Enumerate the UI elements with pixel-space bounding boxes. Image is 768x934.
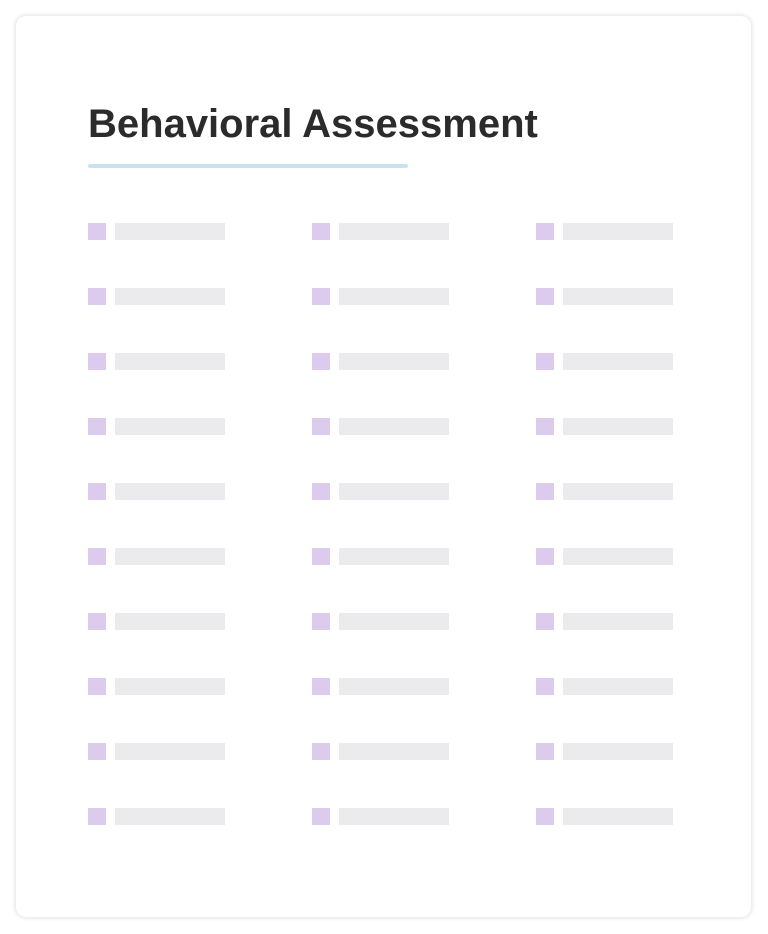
- checkbox[interactable]: [536, 808, 554, 825]
- checkbox[interactable]: [88, 418, 106, 435]
- placeholder-text-bar: [339, 678, 449, 695]
- placeholder-text-bar: [115, 678, 225, 695]
- placeholder-text-bar: [339, 223, 449, 240]
- checkbox[interactable]: [88, 548, 106, 565]
- checkbox[interactable]: [88, 288, 106, 305]
- checkbox[interactable]: [536, 548, 554, 565]
- checkbox[interactable]: [312, 483, 330, 500]
- placeholder-text-bar: [563, 548, 673, 565]
- checkbox[interactable]: [536, 353, 554, 370]
- placeholder-text-bar: [115, 743, 225, 760]
- checkbox[interactable]: [536, 743, 554, 760]
- checkbox[interactable]: [312, 223, 330, 240]
- checkbox[interactable]: [312, 548, 330, 565]
- checkbox[interactable]: [312, 418, 330, 435]
- checkbox[interactable]: [312, 288, 330, 305]
- checkbox[interactable]: [312, 808, 330, 825]
- placeholder-text-bar: [339, 613, 449, 630]
- placeholder-text-bar: [339, 288, 449, 305]
- checkbox[interactable]: [312, 353, 330, 370]
- checkbox[interactable]: [88, 353, 106, 370]
- checkbox[interactable]: [536, 678, 554, 695]
- placeholder-text-bar: [339, 483, 449, 500]
- checkbox[interactable]: [88, 808, 106, 825]
- placeholder-text-bar: [115, 223, 225, 240]
- placeholder-text-bar: [115, 808, 225, 825]
- placeholder-text-bar: [563, 418, 673, 435]
- placeholder-text-bar: [563, 288, 673, 305]
- checkbox[interactable]: [312, 613, 330, 630]
- placeholder-text-bar: [563, 353, 673, 370]
- assessment-card: [16, 16, 751, 917]
- placeholder-text-bar: [339, 418, 449, 435]
- checkbox[interactable]: [536, 483, 554, 500]
- checkbox[interactable]: [536, 613, 554, 630]
- placeholder-text-bar: [563, 613, 673, 630]
- placeholder-text-bar: [339, 548, 449, 565]
- placeholder-text-bar: [115, 288, 225, 305]
- title-underline: [88, 164, 408, 168]
- placeholder-text-bar: [339, 808, 449, 825]
- placeholder-text-bar: [115, 613, 225, 630]
- placeholder-text-bar: [115, 483, 225, 500]
- placeholder-text-bar: [563, 743, 673, 760]
- checkbox[interactable]: [88, 613, 106, 630]
- checkbox[interactable]: [312, 743, 330, 760]
- checkbox[interactable]: [312, 678, 330, 695]
- checkbox[interactable]: [88, 678, 106, 695]
- placeholder-text-bar: [563, 483, 673, 500]
- checkbox[interactable]: [536, 418, 554, 435]
- placeholder-text-bar: [563, 678, 673, 695]
- checkbox[interactable]: [88, 223, 106, 240]
- placeholder-text-bar: [115, 353, 225, 370]
- placeholder-text-bar: [563, 223, 673, 240]
- checkbox[interactable]: [536, 288, 554, 305]
- page-title: Behavioral Assessment: [88, 102, 538, 146]
- checkbox[interactable]: [536, 223, 554, 240]
- placeholder-text-bar: [115, 418, 225, 435]
- placeholder-text-bar: [115, 548, 225, 565]
- checkbox[interactable]: [88, 483, 106, 500]
- placeholder-text-bar: [339, 743, 449, 760]
- placeholder-text-bar: [563, 808, 673, 825]
- checkbox[interactable]: [88, 743, 106, 760]
- placeholder-text-bar: [339, 353, 449, 370]
